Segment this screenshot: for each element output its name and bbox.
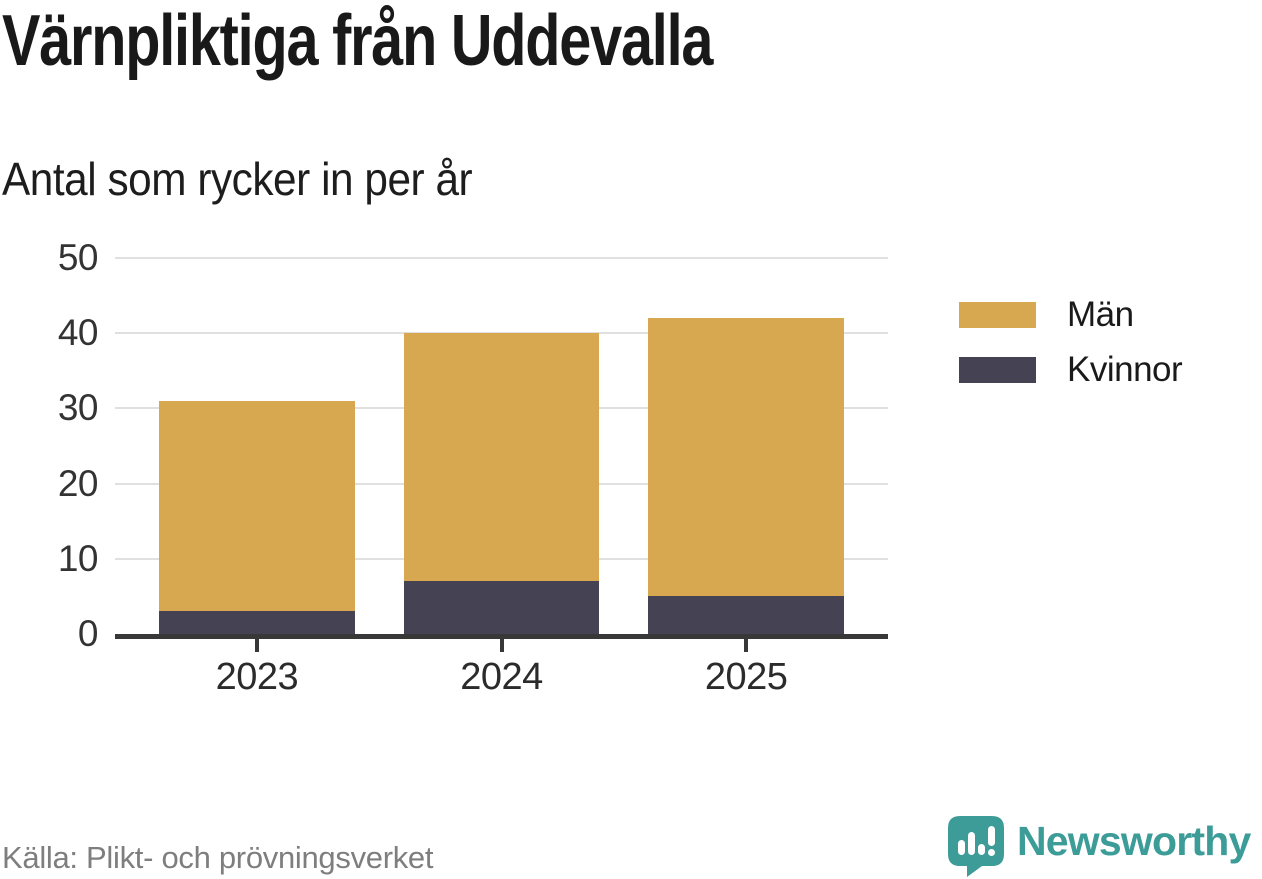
bar-2024: [403, 333, 600, 634]
legend-item-kvinnor: Kvinnor: [959, 350, 1183, 390]
y-axis: 0 10 20 30 40 50: [0, 239, 99, 653]
x-tick-label-2025: 2025: [704, 656, 788, 698]
x-tick-2025: [744, 639, 749, 652]
gridline-40: [115, 332, 888, 335]
newsworthy-speech-bubble-icon: [948, 816, 1004, 877]
bar-2025-kvinnor-segment: [648, 596, 844, 634]
x-tick-2023: [254, 639, 259, 652]
brand-wordmark: Newsworthy: [1017, 818, 1251, 864]
plot-area: [115, 257, 888, 634]
y-tick-label-10: 10: [57, 537, 99, 579]
bar-2023-kvinnor-segment: [159, 611, 355, 634]
bar-2023: [159, 400, 355, 634]
y-tick-label-50: 50: [57, 237, 99, 278]
exclamation-dot-glyph: [988, 849, 995, 856]
x-tick-2024: [499, 639, 504, 652]
source-text: Källa: Plikt- och prövningsverket: [2, 840, 434, 875]
x-axis-baseline: [115, 634, 888, 639]
chart-title: Värnpliktiga från Uddevalla: [2, 1, 713, 81]
chart-subtitle: Antal som rycker in per år: [2, 153, 473, 205]
legend-item-män: Män: [959, 295, 1182, 335]
legend-label-män: Män: [1067, 295, 1134, 334]
y-tick-label-30: 30: [57, 387, 99, 429]
bar-glyph-tall: [968, 832, 975, 855]
bar-2024-män-segment: [403, 333, 600, 582]
bar-glyph-small: [958, 840, 965, 855]
legend-swatch-män: [959, 302, 1036, 328]
exclamation-bar-glyph: [988, 826, 995, 846]
y-tick-label-0: 0: [77, 613, 99, 654]
x-tick-label-2024: 2024: [460, 656, 543, 698]
y-tick-label-40: 40: [57, 312, 99, 354]
newsworthy-logo: Newsworthy: [948, 816, 1251, 877]
x-axis: 2023 2024 2025: [115, 634, 888, 714]
legend-swatch-kvinnor: [959, 357, 1036, 383]
x-tick-label-2023: 2023: [215, 656, 299, 698]
bar-2024-kvinnor-segment: [403, 581, 600, 634]
bar-2023-män-segment: [159, 400, 355, 612]
gridline-50: [115, 257, 888, 259]
bar-glyph-short: [978, 844, 985, 855]
legend: Män Kvinnor: [959, 295, 1183, 390]
legend-label-kvinnor: Kvinnor: [1067, 350, 1183, 389]
bar-2025-män-segment: [648, 318, 844, 597]
y-tick-label-20: 20: [57, 462, 99, 504]
bar-2025: [648, 318, 844, 634]
